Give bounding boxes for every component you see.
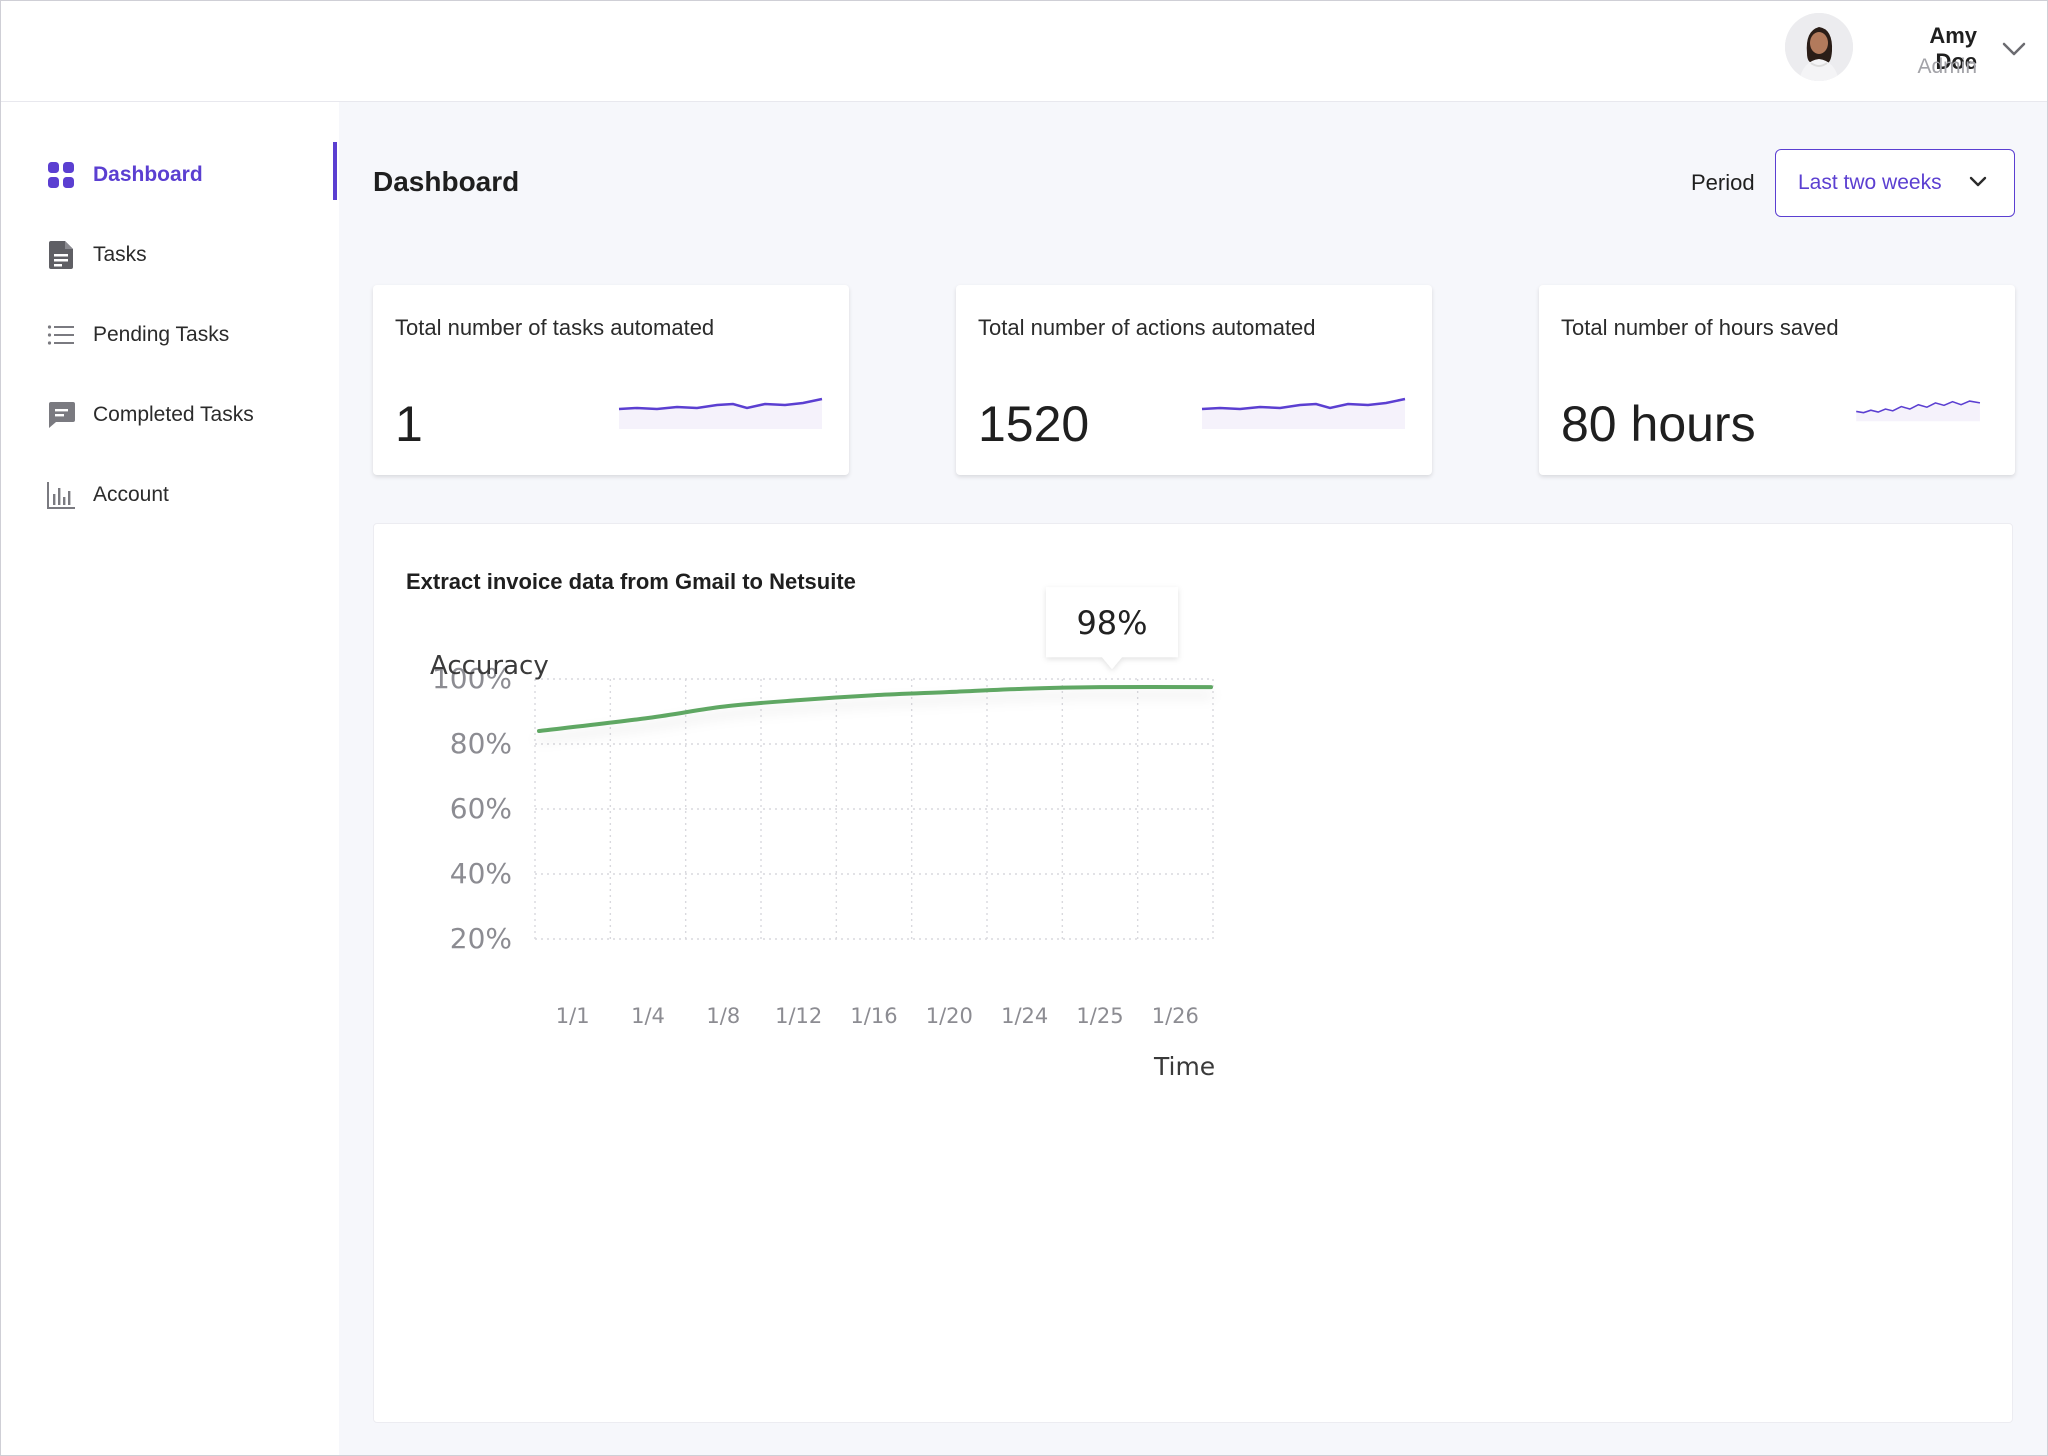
x-axis-label: Time [1153,1052,1215,1081]
y-tick-label: 60% [450,792,512,825]
chart-series [537,685,1213,733]
x-tick-label: 1/24 [1001,1004,1048,1028]
user-role: Admin [1917,55,1977,78]
active-indicator [333,142,337,200]
main-content: Dashboard Period Last two weeks Total nu… [339,102,2047,1455]
sidebar-item-label: Pending Tasks [93,323,230,346]
user-avatar-icon [1785,13,1853,81]
y-axis-label: Accuracy [430,651,549,681]
sparkline-chart [618,397,823,429]
sidebar-item-dashboard[interactable]: Dashboard [45,145,335,205]
user-name: Amy Doe [1929,23,1977,74]
stat-title: Total number of hours saved [1561,315,1839,340]
grid-icon [45,159,77,191]
x-tick-label: 1/20 [926,1004,973,1028]
sidebar: Dashboard Tasks [1,102,339,1455]
sidebar-item-pending-tasks[interactable]: Pending Tasks [45,305,335,365]
chart-grid [534,678,1214,940]
sparkline-chart [1856,400,1981,422]
period-select[interactable]: Last two weeks [1775,149,2015,217]
x-tick-label: 1/16 [850,1004,897,1028]
stat-card-hours: Total number of hours saved 80 hours [1539,285,2015,475]
stat-value: 1 [395,396,423,452]
document-icon [45,239,77,271]
page-title: Dashboard [373,166,520,197]
y-tick-label: 80% [450,727,512,760]
period-label: Period [1691,170,1755,195]
sidebar-item-completed-tasks[interactable]: Completed Tasks [45,385,335,445]
x-tick-label: 1/25 [1076,1004,1123,1028]
chevron-down-icon[interactable] [2000,39,2028,59]
sidebar-item-tasks[interactable]: Tasks [45,225,335,285]
y-axis-ticks: 100% 80% 60% 40% 20% [432,662,512,955]
sparkline-chart [1201,397,1406,429]
y-tick-label: 40% [450,857,512,890]
stat-card-tasks: Total number of tasks automated 1 [373,285,849,475]
sidebar-item-label: Completed Tasks [93,403,254,426]
tooltip-label: 98% [1076,604,1147,642]
y-tick-label: 20% [450,922,512,955]
x-tick-label: 1/8 [706,1004,740,1028]
x-axis-ticks: 1/1 1/4 1/8 1/12 1/16 1/20 1/24 1/25 1/26 [556,1004,1199,1028]
panel-title: Extract invoice data from Gmail to Netsu… [406,569,856,594]
x-tick-label: 1/4 [631,1004,665,1028]
x-tick-label: 1/1 [556,1004,590,1028]
list-icon [45,319,77,351]
stat-card-actions: Total number of actions automated 1520 [956,285,1432,475]
x-tick-label: 1/12 [775,1004,822,1028]
top-bar: Amy Doe Admin [1,1,2047,102]
tooltip-box [1046,587,1178,670]
y-tick-label: 100% [432,662,512,695]
avatar[interactable] [1785,13,1853,81]
chart-tooltip: 98% [1046,587,1178,670]
sidebar-item-account[interactable]: Account [45,465,335,525]
stat-title: Total number of actions automated [978,315,1316,340]
sidebar-item-label: Account [93,483,169,506]
stat-value: 1520 [978,396,1090,452]
chart-panel: Extract invoice data from Gmail to Netsu… [373,523,2013,1423]
chevron-down-icon [1968,174,1988,190]
accuracy-line-chart: 100%80%60%40%20% 1/1 1/4 1/8 1/12 1/16 1/20 1/… [430,587,1215,1081]
bar-chart-icon [45,479,77,511]
x-tick-label: 1/26 [1152,1004,1199,1028]
series-line [537,685,1213,733]
sidebar-item-label: Tasks [93,243,147,266]
sidebar-item-label: Dashboard [93,163,203,186]
message-icon [45,399,77,431]
stat-title: Total number of tasks automated [395,315,715,340]
stat-value: 80 hours [1561,396,1756,452]
period-select-value: Last two weeks [1798,171,1942,194]
